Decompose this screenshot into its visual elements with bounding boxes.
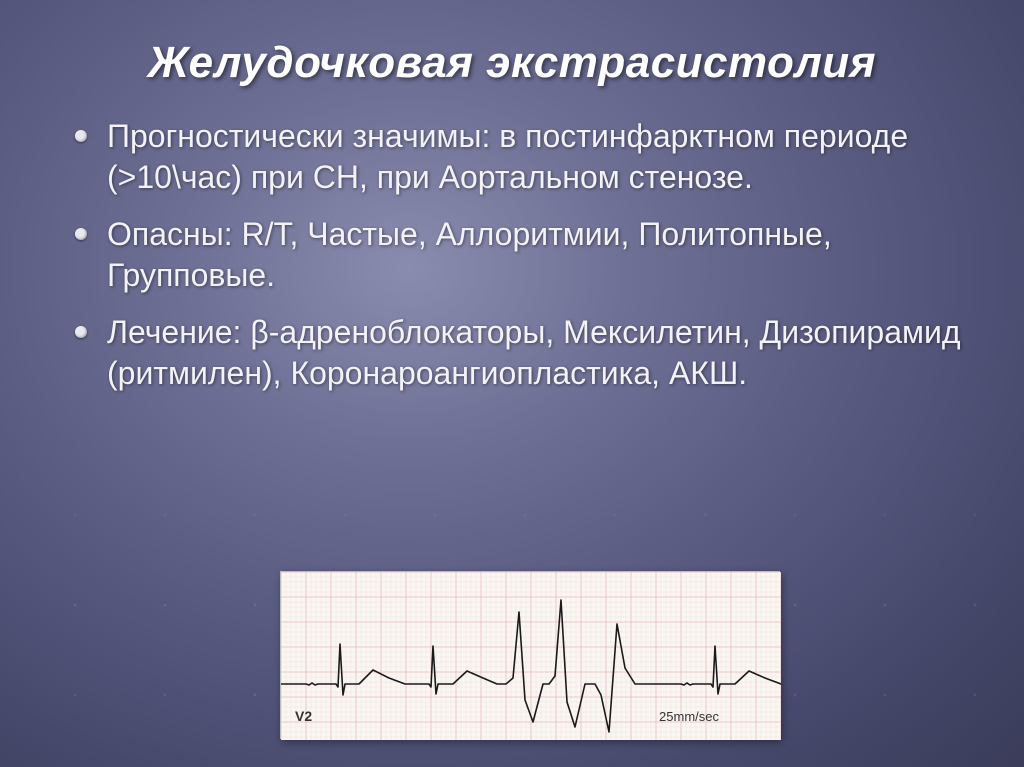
bullet-item: Прогностически значимы: в постинфарктном… <box>75 116 969 198</box>
bullet-item: Лечение: β-адреноблокаторы, Мексилетин, … <box>75 312 969 394</box>
slide-title: Желудочковая экстрасистолия <box>55 38 969 88</box>
bullet-list: Прогностически значимы: в постинфарктном… <box>55 116 969 394</box>
bullet-item: Опасны: R/T, Частые, Аллоритмии, Политоп… <box>75 214 969 296</box>
slide-container: Желудочковая экстрасистолия Прогностичес… <box>0 0 1024 767</box>
ecg-strip: V2 25mm/sec <box>280 571 780 739</box>
ecg-speed-label: 25mm/sec <box>659 709 719 724</box>
ecg-lead-label: V2 <box>295 708 312 724</box>
